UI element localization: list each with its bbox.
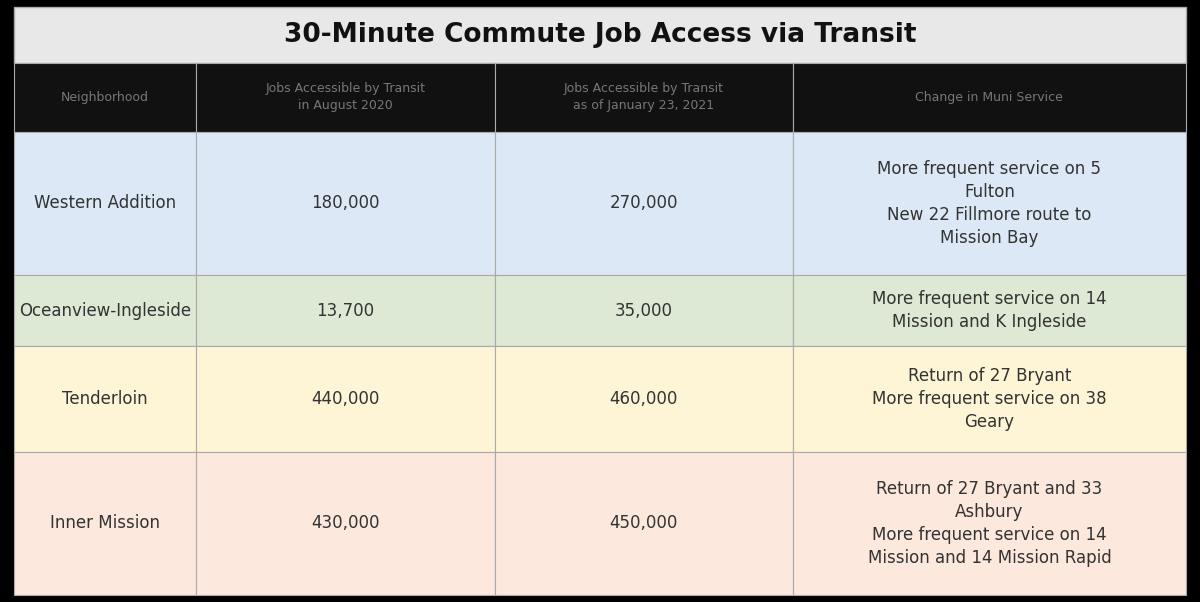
Bar <box>793 275 1186 346</box>
Bar <box>14 275 196 346</box>
Bar <box>494 63 793 132</box>
Text: Return of 27 Bryant
More frequent service on 38
Geary: Return of 27 Bryant More frequent servic… <box>872 367 1106 431</box>
Bar <box>793 452 1186 595</box>
Bar <box>196 346 494 452</box>
Text: More frequent service on 5
Fulton
New 22 Fillmore route to
Mission Bay: More frequent service on 5 Fulton New 22… <box>877 160 1102 247</box>
Bar <box>494 275 793 346</box>
Bar <box>196 275 494 346</box>
Bar <box>14 346 196 452</box>
Bar <box>494 346 793 452</box>
Text: 30-Minute Commute Job Access via Transit: 30-Minute Commute Job Access via Transit <box>283 22 917 48</box>
Text: Jobs Accessible by Transit
in August 2020: Jobs Accessible by Transit in August 202… <box>265 82 425 112</box>
Text: 270,000: 270,000 <box>610 194 678 213</box>
Text: 13,700: 13,700 <box>317 302 374 320</box>
Text: More frequent service on 14
Mission and K Ingleside: More frequent service on 14 Mission and … <box>872 290 1106 331</box>
Text: Jobs Accessible by Transit
as of January 23, 2021: Jobs Accessible by Transit as of January… <box>564 82 724 112</box>
Bar <box>14 7 1186 63</box>
Bar <box>494 452 793 595</box>
Text: 430,000: 430,000 <box>311 514 379 532</box>
Text: 460,000: 460,000 <box>610 390 678 408</box>
Text: Tenderloin: Tenderloin <box>62 390 148 408</box>
Bar <box>14 132 196 275</box>
Text: 440,000: 440,000 <box>311 390 379 408</box>
Bar <box>793 132 1186 275</box>
Bar <box>196 63 494 132</box>
Text: Change in Muni Service: Change in Muni Service <box>916 91 1063 104</box>
Bar <box>196 132 494 275</box>
Text: Neighborhood: Neighborhood <box>61 91 149 104</box>
Bar <box>196 452 494 595</box>
Bar <box>793 346 1186 452</box>
Bar <box>494 132 793 275</box>
Text: 450,000: 450,000 <box>610 514 678 532</box>
Text: Western Addition: Western Addition <box>34 194 176 213</box>
Bar <box>14 63 196 132</box>
Text: Inner Mission: Inner Mission <box>50 514 160 532</box>
Bar <box>793 63 1186 132</box>
Text: Return of 27 Bryant and 33
Ashbury
More frequent service on 14
Mission and 14 Mi: Return of 27 Bryant and 33 Ashbury More … <box>868 480 1111 566</box>
Bar <box>14 452 196 595</box>
Text: Oceanview-Ingleside: Oceanview-Ingleside <box>19 302 191 320</box>
Text: 35,000: 35,000 <box>614 302 673 320</box>
Text: 180,000: 180,000 <box>311 194 379 213</box>
